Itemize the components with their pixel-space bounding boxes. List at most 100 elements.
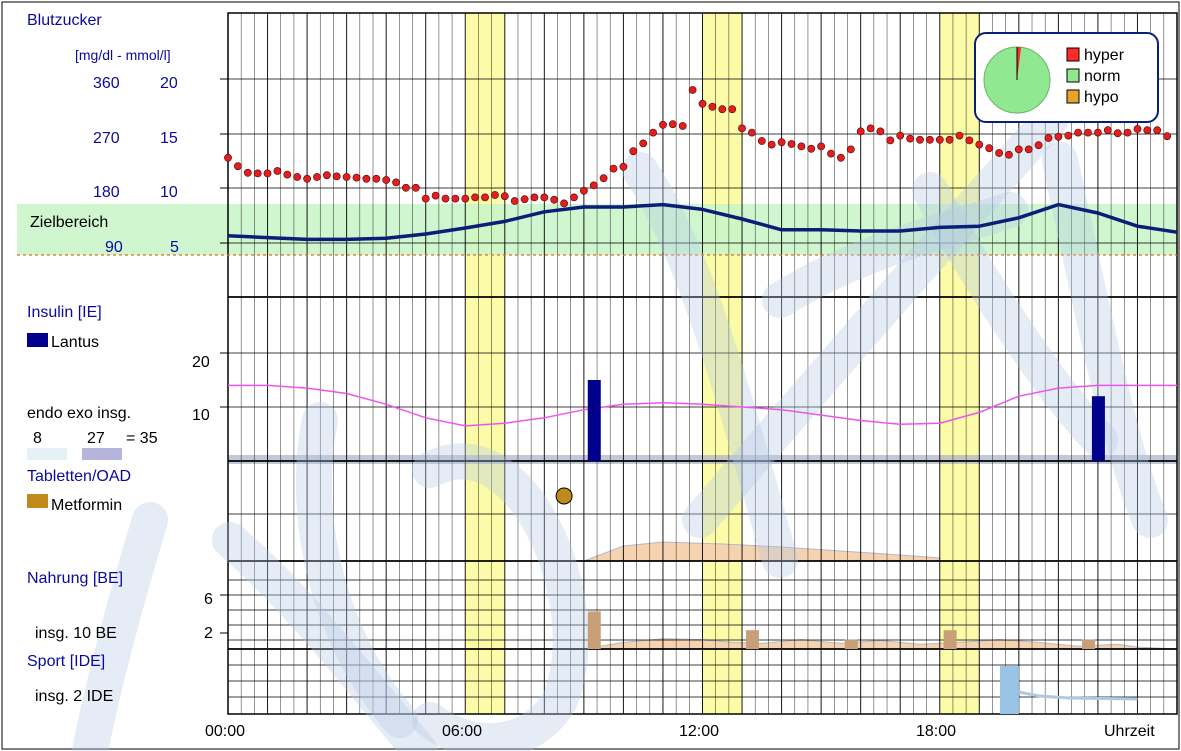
glucose-point-61: [827, 149, 835, 158]
glucose-point-15: [372, 174, 381, 183]
glucose-point-11: [332, 172, 341, 181]
meal-bar-3: [943, 630, 957, 649]
glucose-point-43: [649, 128, 657, 137]
bg-tick-mgdl-270: 270: [93, 130, 120, 147]
glucose-point-21: [431, 191, 440, 200]
insulin-endo-value: 8: [33, 430, 42, 447]
glucose-point-89: [1103, 126, 1112, 135]
glucose-point-79: [1005, 150, 1013, 159]
glucose-point-22: [441, 194, 450, 203]
insulin-tick-10: 10: [192, 407, 210, 424]
glucose-point-1: [233, 162, 242, 171]
glucose-point-12: [342, 173, 351, 181]
hyper-legend-label: hyper: [1084, 47, 1125, 64]
glucose-point-31: [530, 193, 539, 202]
tablet-dose-marker-0: [555, 487, 573, 505]
glucose-point-35: [570, 193, 578, 202]
meal-bar-0: [587, 611, 601, 649]
glucose-point-92: [1133, 125, 1142, 133]
meal-bar-2: [844, 639, 858, 649]
watermark-stroke-6: [682, 102, 1068, 538]
glucose-point-75: [965, 136, 974, 145]
hypo-legend-swatch: [1066, 89, 1080, 104]
glucose-point-30: [520, 195, 529, 204]
lantus-legend-label: Lantus: [51, 334, 99, 351]
glucose-point-78: [995, 149, 1003, 157]
norm-legend-swatch: [1066, 68, 1080, 83]
glucose-point-55: [767, 140, 776, 149]
glucose-point-32: [540, 193, 549, 202]
insulin-exo-value: 27: [87, 430, 105, 447]
glucose-point-54: [757, 137, 766, 145]
x-tick-1800: 18:00: [916, 723, 956, 740]
glucose-point-56: [777, 138, 786, 147]
lantus-legend-swatch: [27, 333, 48, 347]
glucose-point-42: [639, 139, 648, 148]
sport-bar-0: [999, 666, 1019, 714]
glucose-point-82: [1034, 141, 1043, 150]
watermark-stroke-1: [212, 522, 438, 751]
glucose-point-36: [580, 186, 588, 195]
glucose-point-37: [589, 181, 598, 190]
glucose-point-93: [1143, 126, 1152, 135]
glucose-point-67: [886, 136, 895, 145]
glucose-point-33: [550, 195, 559, 204]
glucose-point-64: [856, 127, 865, 136]
glucose-point-29: [510, 197, 519, 205]
glucose-point-84: [1054, 132, 1063, 141]
highlight-band-0: [465, 13, 505, 714]
norm-legend-label: norm: [1084, 68, 1120, 85]
glucose-point-3: [253, 169, 262, 178]
glucose-point-4: [263, 169, 272, 178]
glucose-point-59: [807, 144, 816, 153]
glucose-point-74: [955, 131, 964, 140]
glucose-point-9: [313, 173, 321, 181]
glucose-point-44: [659, 120, 667, 129]
glucose-point-7: [293, 173, 302, 181]
glucose-point-49: [708, 102, 717, 111]
bg-tick-mgdl-90: 90: [105, 239, 123, 256]
bg-tick-mmol-5: 5: [170, 239, 179, 256]
bg-tick-mmol-20: 20: [160, 75, 178, 92]
glucose-point-62: [837, 153, 845, 162]
insulin-title: Insulin [IE]: [27, 304, 102, 321]
glucose-point-19: [411, 183, 420, 192]
meal-bar-1: [745, 630, 759, 649]
glucose-point-48: [698, 99, 707, 108]
plot-frame: [227, 12, 1178, 715]
watermark-stroke-5: [762, 192, 1028, 318]
hypo-legend-label: hypo: [1084, 89, 1119, 106]
glucose-point-95: [1163, 132, 1171, 141]
bg-tick-mgdl-180: 180: [93, 184, 120, 201]
meal-bar-4: [1082, 639, 1096, 649]
x-axis-label: Uhrzeit: [1104, 723, 1155, 740]
sport-summary: insg. 2 IDE: [35, 688, 113, 705]
pie-slice-hyper: [1017, 47, 1022, 80]
glucose-point-90: [1113, 129, 1122, 138]
bg-tick-mmol-15: 15: [160, 130, 178, 147]
sport-effect-line-0: [1018, 690, 1138, 701]
glucose-point-50: [718, 105, 727, 114]
glucose-point-39: [609, 164, 618, 173]
glucose-point-23: [451, 194, 460, 203]
watermark-stroke-8: [1042, 142, 1168, 538]
glucose-point-91: [1123, 128, 1132, 137]
target-range-label: Zielbereich: [30, 214, 108, 231]
glucose-point-51: [728, 105, 737, 114]
glucose-point-57: [787, 140, 796, 148]
glucose-point-76: [975, 140, 984, 149]
watermark-stroke-4: [622, 152, 798, 578]
glucose-point-69: [906, 134, 914, 143]
bg-tick-mgdl-360: 360: [93, 75, 120, 92]
x-tick-0000: 00:00: [205, 723, 245, 740]
bg-unit-label: [mg/dl - mmol/l]: [75, 47, 171, 63]
glucose-point-73: [945, 135, 954, 144]
glucose-point-25: [471, 193, 479, 202]
glucose-point-88: [1094, 128, 1102, 137]
glucose-point-86: [1074, 128, 1082, 137]
glucose-point-24: [461, 194, 470, 203]
glucose-point-2: [243, 168, 252, 177]
watermark-stroke-3: [412, 443, 589, 751]
